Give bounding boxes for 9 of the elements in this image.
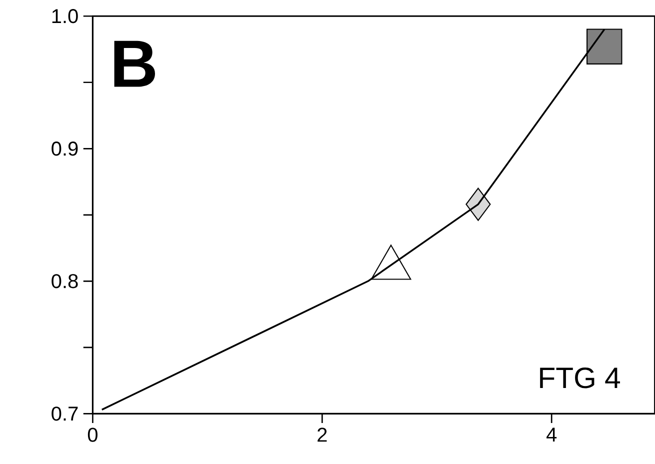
- y-tick-label: 1.0: [52, 8, 78, 24]
- x-tick-label: 0: [88, 428, 98, 442]
- annotation: FTG 4: [540, 367, 620, 388]
- y-tick-label: 0.8: [52, 274, 78, 288]
- x-tick-label: 4: [546, 428, 557, 442]
- y-tick-label: 0.7: [52, 406, 78, 421]
- x-tick-label: 2: [318, 428, 327, 442]
- annotation: B: [114, 40, 155, 87]
- y-tick-label: 0.9: [52, 141, 78, 156]
